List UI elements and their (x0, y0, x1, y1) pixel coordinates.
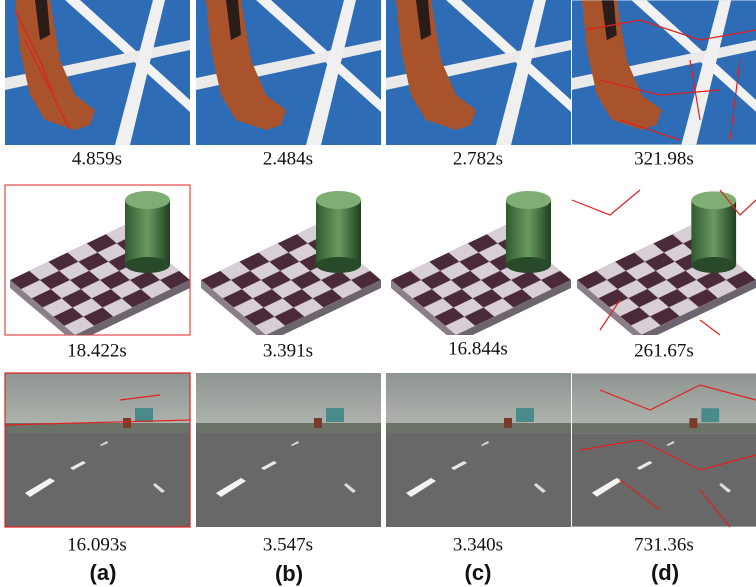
time: 731.36s (634, 534, 694, 555)
row-1-images (5, 0, 756, 145)
column-label: (c) (465, 560, 492, 585)
time: 16.093s (67, 534, 127, 555)
row-2-images (5, 185, 756, 343)
time: 3.547s (263, 534, 313, 555)
column-label: (b) (275, 561, 303, 586)
time: 2.782s (453, 148, 503, 169)
time: 16.844s (448, 338, 508, 359)
row-3-captions: 16.093s 3.547s 3.340s 731.36s (67, 534, 694, 555)
time: 261.67s (634, 340, 694, 361)
time: 3.340s (453, 534, 503, 555)
time: 321.98s (634, 148, 694, 169)
row-3-images (5, 373, 756, 527)
column-labels: (a) (b) (c) (d) (90, 560, 679, 586)
row-2-captions: 18.422s 3.391s 16.844s 261.67s (67, 338, 694, 361)
column-label: (d) (651, 560, 679, 585)
row-1-captions: 4.859s 2.484s 2.782s 321.98s (72, 148, 694, 169)
time: 18.422s (67, 340, 127, 361)
time: 2.484s (263, 148, 313, 169)
time: 3.391s (263, 340, 313, 361)
column-label: (a) (90, 560, 117, 585)
figure: 4.859s 2.484s 2.782s 321.98s 18.422s 3.3… (0, 0, 756, 587)
time: 4.859s (72, 148, 122, 169)
